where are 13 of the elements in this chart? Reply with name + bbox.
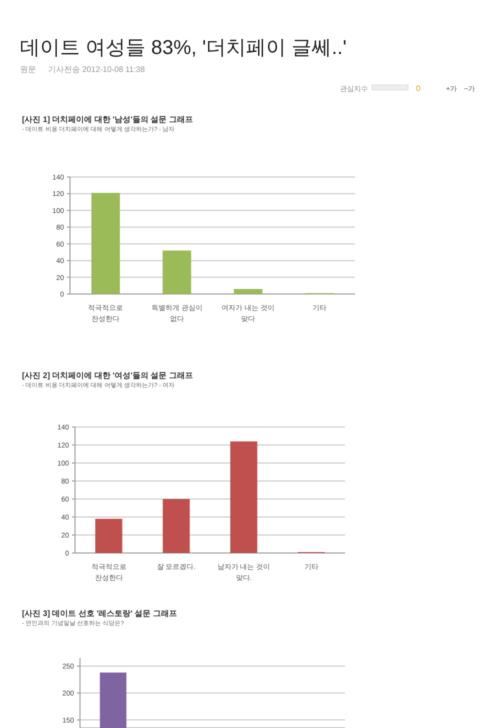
- bar: [91, 192, 120, 294]
- bar: [162, 499, 190, 553]
- text: 0: [416, 84, 421, 93]
- text: 원문: [20, 65, 36, 74]
- chart-title: [사진 3] 데이트 선호 '레스토랑' 설문 그래프: [22, 609, 177, 618]
- text: 데이트 여성들 83%, '더치페이 글쎄..': [20, 37, 347, 59]
- chart-title: [사진 2] 더치페이에 대한 '여성'들의 설문 그래프: [22, 371, 193, 380]
- bar: [162, 250, 192, 294]
- bar: [234, 288, 262, 294]
- bar: [95, 518, 122, 553]
- bar: [230, 441, 258, 553]
- text: 기사전송 2012-10-08 11:38: [48, 65, 146, 74]
- chart-title: [사진 1] 더치페이에 대한 '남성'들의 설문 그래프: [22, 115, 193, 124]
